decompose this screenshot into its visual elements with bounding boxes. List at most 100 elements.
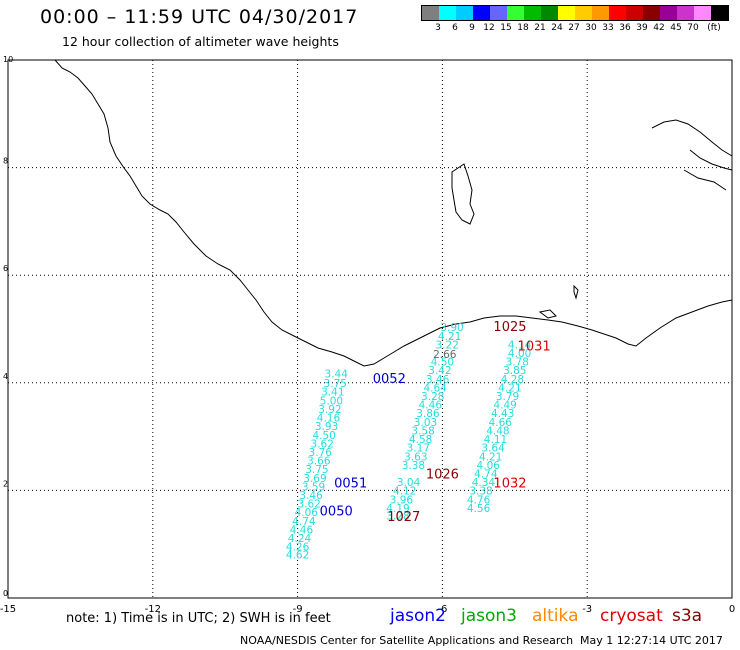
scale-swatch — [524, 6, 541, 20]
wave-height-value: 3.28 — [386, 510, 409, 522]
color-scale-swatches — [421, 5, 729, 21]
wave-height-value: 3.76 — [309, 447, 333, 459]
wave-height-value: 3.42 — [428, 365, 451, 377]
satellite-legend-item: jason2 — [390, 606, 446, 626]
wave-height-value: 4.64 — [423, 382, 447, 394]
scale-swatch — [626, 6, 643, 20]
wave-height-value: 4.19 — [386, 503, 409, 515]
x-tick-label: -9 — [293, 604, 303, 615]
scale-swatch — [422, 6, 439, 20]
scale-label: 70 — [687, 23, 699, 33]
pass-time-label: 1032 — [493, 477, 526, 492]
pass-time-label: 1027 — [387, 510, 420, 525]
satellite-legend-item: jason3 — [461, 606, 517, 626]
pass-time-label: 1025 — [493, 320, 526, 335]
scale-swatch — [592, 6, 609, 20]
wave-height-value: 3.46 — [299, 490, 323, 502]
wave-height-value: 4.43 — [491, 408, 514, 420]
wave-height-value: 4.28 — [501, 374, 524, 386]
wave-height-value: 3.75 — [305, 464, 328, 476]
wave-height-value: 3.75 — [324, 378, 347, 390]
y-tick-label: 2 — [3, 479, 8, 488]
scale-swatch — [439, 6, 456, 20]
tick-labels: -15 -12 -9 -6 -3 0 0 2 4 6 8 10 — [0, 55, 735, 615]
scale-swatch — [609, 6, 626, 20]
wave-height-value: 4.12 — [393, 486, 416, 498]
wave-height-value: 4.16 — [317, 413, 341, 425]
wave-height-value: 3.17 — [407, 443, 430, 455]
wave-height-value: 3.92 — [318, 404, 341, 416]
wave-height-value: 3.79 — [496, 391, 519, 403]
wave-height-value: 3.69 — [303, 473, 326, 485]
pass-time-label: 0050 — [320, 505, 353, 520]
scale-label: 36 — [619, 23, 631, 33]
x-tick-label: -15 — [0, 604, 16, 615]
y-tick-label: 4 — [3, 372, 8, 381]
scale-label: 12 — [483, 23, 495, 33]
wave-height-value: 4.50 — [431, 357, 454, 369]
wave-height-value: 4.24 — [288, 533, 312, 545]
satellite-legend-item: altika — [532, 606, 579, 626]
wave-height-value: 4.34 — [472, 477, 496, 489]
wave-height-value: 3.85 — [503, 365, 526, 377]
wave-height-value: 4.11 — [484, 434, 507, 446]
coastline-ne — [651, 119, 733, 191]
scale-label: 27 — [568, 23, 580, 33]
wave-height-value: 4.76 — [467, 494, 491, 506]
scale-swatch — [677, 6, 694, 20]
x-tick-label: -12 — [145, 604, 161, 615]
scale-swatch — [711, 6, 728, 20]
scale-swatch — [694, 6, 711, 20]
wave-height-value: 3.38 — [402, 460, 425, 472]
pass-time-label: 1026 — [426, 468, 459, 483]
wave-height-value: 4.46 — [419, 400, 443, 412]
wave-height-value: 4.21 — [498, 382, 521, 394]
wave-height-value: 4.58 — [409, 434, 432, 446]
scale-swatch — [660, 6, 677, 20]
wave-height-value: 3.96 — [390, 494, 414, 506]
wave-height-value: 3.78 — [506, 357, 529, 369]
scale-label: 3 — [435, 23, 441, 33]
scale-swatch — [456, 6, 473, 20]
color-scale-labels: 3 6 9 12 15 18 21 24 27 30 33 36 39 42 45 70 (ft) — [421, 21, 729, 35]
wave-height-value: 4.50 — [312, 430, 335, 442]
scale-swatch — [473, 6, 490, 20]
pass-time-label: 1031 — [518, 340, 551, 355]
wave-height-value: 3.44 — [325, 368, 349, 380]
wave-height-value: 3.41 — [321, 387, 344, 399]
scale-label: 45 — [670, 23, 682, 33]
wave-height-value: 4.74 — [292, 516, 316, 528]
footer-timestamp: May 1 12:27:14 UTC 2017 — [580, 634, 723, 647]
wave-height-value: 3.90 — [440, 322, 463, 334]
value-labels: 3.443.753.415.003.924.163.934.503.623.76… — [286, 322, 532, 562]
wave-height-value: 3.66 — [307, 456, 331, 468]
map-frame — [7, 59, 733, 599]
wave-height-value: 5.00 — [320, 395, 343, 407]
scale-label: 33 — [602, 23, 614, 33]
wave-height-value: 4.56 — [467, 503, 491, 515]
grey-value-labels: 2.66 — [433, 349, 457, 361]
wave-height-value: 3.46 — [426, 374, 450, 386]
wave-height-value: 3.04 — [397, 477, 421, 489]
wave-height-value: 3.86 — [416, 408, 440, 420]
scale-swatch — [507, 6, 524, 20]
wave-height-value: 4.26 — [286, 542, 310, 554]
wave-height-value: 3.64 — [481, 443, 505, 455]
satellite-legend-item: cryosat — [600, 606, 663, 626]
scale-label: (ft) — [707, 23, 721, 33]
y-tick-label: 6 — [3, 264, 8, 273]
scale-swatch — [541, 6, 558, 20]
color-scale-legend: 3 6 9 12 15 18 21 24 27 30 33 36 39 42 45 70 (ft) — [421, 5, 729, 35]
time-labels: 0052 0051 0050 1025 1031 1026 1032 1027 — [320, 320, 551, 525]
wave-height-value: 3.03 — [414, 417, 437, 429]
y-tick-label: 10 — [3, 55, 13, 64]
pass-time-label: 0051 — [334, 477, 367, 492]
scale-swatch — [558, 6, 575, 20]
wave-height-value: 4.48 — [486, 425, 509, 437]
coastline-main — [54, 59, 733, 367]
scale-swatch — [643, 6, 660, 20]
wave-height-value: 3.63 — [404, 451, 427, 463]
wave-height-value: 3.93 — [315, 421, 338, 433]
y-tick-label: 0 — [3, 589, 8, 598]
